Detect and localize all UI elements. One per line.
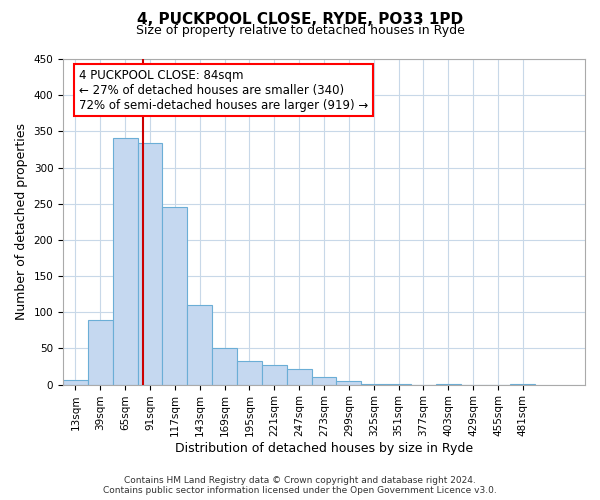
Bar — [212, 348, 237, 384]
Bar — [163, 206, 187, 384]
Bar — [187, 305, 212, 384]
Bar — [63, 380, 88, 384]
Bar — [262, 365, 287, 384]
Bar — [237, 360, 262, 384]
Text: 4, PUCKPOOL CLOSE, RYDE, PO33 1PD: 4, PUCKPOOL CLOSE, RYDE, PO33 1PD — [137, 12, 463, 28]
Bar — [337, 381, 361, 384]
X-axis label: Distribution of detached houses by size in Ryde: Distribution of detached houses by size … — [175, 442, 473, 455]
Bar — [311, 378, 337, 384]
Bar — [287, 368, 311, 384]
Bar — [88, 320, 113, 384]
Bar — [137, 143, 163, 384]
Text: Contains HM Land Registry data © Crown copyright and database right 2024.
Contai: Contains HM Land Registry data © Crown c… — [103, 476, 497, 495]
Bar — [113, 138, 137, 384]
Text: Size of property relative to detached houses in Ryde: Size of property relative to detached ho… — [136, 24, 464, 37]
Text: 4 PUCKPOOL CLOSE: 84sqm
← 27% of detached houses are smaller (340)
72% of semi-d: 4 PUCKPOOL CLOSE: 84sqm ← 27% of detache… — [79, 69, 368, 112]
Y-axis label: Number of detached properties: Number of detached properties — [15, 124, 28, 320]
